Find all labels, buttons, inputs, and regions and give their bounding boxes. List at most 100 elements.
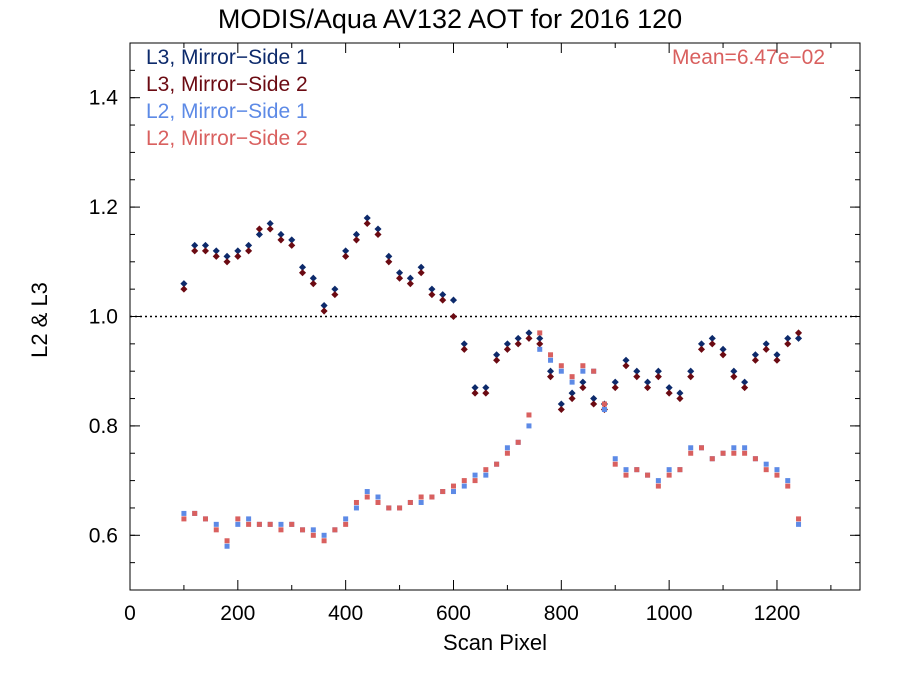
data-point-series-2 (224, 543, 230, 549)
data-point-series-0 (385, 252, 393, 260)
data-point-series-3 (407, 499, 413, 505)
data-point-series-1 (320, 307, 328, 315)
data-point-series-0 (331, 285, 339, 293)
data-point-series-0 (417, 263, 425, 271)
data-point-series-2 (731, 445, 737, 451)
data-point-series-1 (331, 291, 339, 299)
data-point-series-0 (579, 378, 587, 386)
data-point-series-0 (762, 340, 770, 348)
data-point-series-1 (622, 362, 630, 370)
data-point-series-0 (471, 384, 479, 392)
data-point-series-3 (213, 527, 219, 533)
data-point-series-1 (374, 230, 382, 238)
data-point-series-0 (568, 389, 576, 397)
data-point-series-2 (666, 467, 672, 473)
data-point-series-3 (246, 521, 252, 527)
data-point-series-0 (719, 345, 727, 353)
data-point-series-3 (742, 450, 748, 456)
data-point-series-0 (687, 367, 695, 375)
data-point-series-0 (277, 230, 285, 238)
data-point-series-0 (309, 274, 317, 282)
y-tick-label: 0.6 (89, 524, 118, 547)
data-point-series-1 (428, 291, 436, 299)
data-point-series-3 (181, 516, 187, 522)
data-point-series-1 (730, 373, 738, 381)
data-point-series-0 (557, 400, 565, 408)
data-point-series-0 (374, 225, 382, 233)
data-point-series-3 (548, 352, 554, 358)
data-point-series-1 (245, 247, 253, 255)
data-point-series-2 (321, 532, 327, 538)
data-point-series-1 (363, 219, 371, 228)
data-point-series-2 (472, 472, 478, 478)
data-point-series-1 (773, 356, 781, 364)
data-point-series-1 (708, 340, 716, 348)
data-point-series-1 (546, 373, 555, 381)
data-point-series-2 (623, 467, 629, 473)
data-point-series-2 (343, 516, 349, 522)
data-point-series-3 (418, 494, 424, 500)
x-axis-label: Scan Pixel (443, 630, 547, 655)
data-point-series-3 (731, 450, 737, 456)
data-point-series-0 (191, 241, 199, 249)
data-point-series-3 (785, 483, 791, 489)
data-point-series-0 (460, 340, 468, 348)
x-tick-label: 800 (544, 602, 579, 625)
x-tick-label: 200 (220, 602, 255, 625)
data-point-series-0 (320, 302, 328, 310)
data-point-series-1 (579, 384, 587, 392)
data-point-series-1 (676, 395, 684, 403)
data-point-series-1 (525, 334, 533, 342)
data-point-series-2 (483, 472, 489, 478)
data-point-series-1 (439, 296, 447, 304)
data-point-series-3 (397, 505, 403, 511)
data-point-series-3 (688, 450, 694, 456)
data-point-series-3 (343, 521, 349, 527)
data-point-series-3 (591, 368, 597, 374)
data-point-series-2 (785, 478, 791, 484)
data-point-series-0 (503, 340, 511, 348)
data-point-series-1 (309, 280, 317, 288)
data-point-series-3 (763, 467, 769, 473)
data-point-series-0 (546, 367, 555, 375)
data-point-series-1 (266, 225, 274, 233)
data-point-series-3 (375, 499, 381, 505)
data-point-series-2 (450, 489, 456, 495)
data-point-series-1 (298, 269, 307, 277)
data-point-series-3 (537, 330, 543, 336)
data-point-series-1 (751, 356, 759, 364)
data-point-series-0 (773, 351, 781, 359)
data-point-series-1 (471, 389, 479, 397)
mean-annotation: Mean=6.47e−02 (672, 46, 825, 69)
data-point-series-2 (526, 423, 532, 429)
data-point-series-2 (569, 379, 575, 385)
data-point-series-1 (417, 269, 425, 277)
legend-item-l2-ms2: L2, Mirror−Side 2 (146, 127, 308, 150)
data-point-series-3 (666, 472, 672, 478)
data-point-series-0 (449, 296, 458, 304)
data-point-series-1 (784, 340, 792, 348)
data-point-series-1 (557, 405, 565, 414)
data-point-series-0 (180, 280, 188, 288)
data-point-series-1 (180, 285, 188, 293)
data-point-series-0 (730, 367, 738, 375)
data-point-series-3 (796, 516, 802, 522)
y-tick-label: 1.2 (89, 196, 118, 219)
data-point-series-1 (741, 384, 749, 392)
data-point-series-1 (795, 329, 803, 337)
data-point-series-2 (181, 510, 187, 516)
data-point-series-1 (536, 340, 544, 348)
data-point-series-0 (514, 334, 522, 342)
x-tick-label: 600 (436, 602, 471, 625)
data-point-series-2 (688, 445, 694, 451)
data-point-series-2 (537, 346, 543, 352)
data-point-series-2 (278, 521, 284, 527)
data-point-series-2 (796, 521, 802, 527)
data-point-series-2 (461, 483, 467, 489)
data-point-series-1 (191, 247, 199, 255)
data-point-series-0 (751, 351, 759, 359)
data-point-series-1 (719, 351, 727, 359)
data-point-series-0 (493, 351, 501, 359)
data-point-series-2 (612, 456, 618, 462)
